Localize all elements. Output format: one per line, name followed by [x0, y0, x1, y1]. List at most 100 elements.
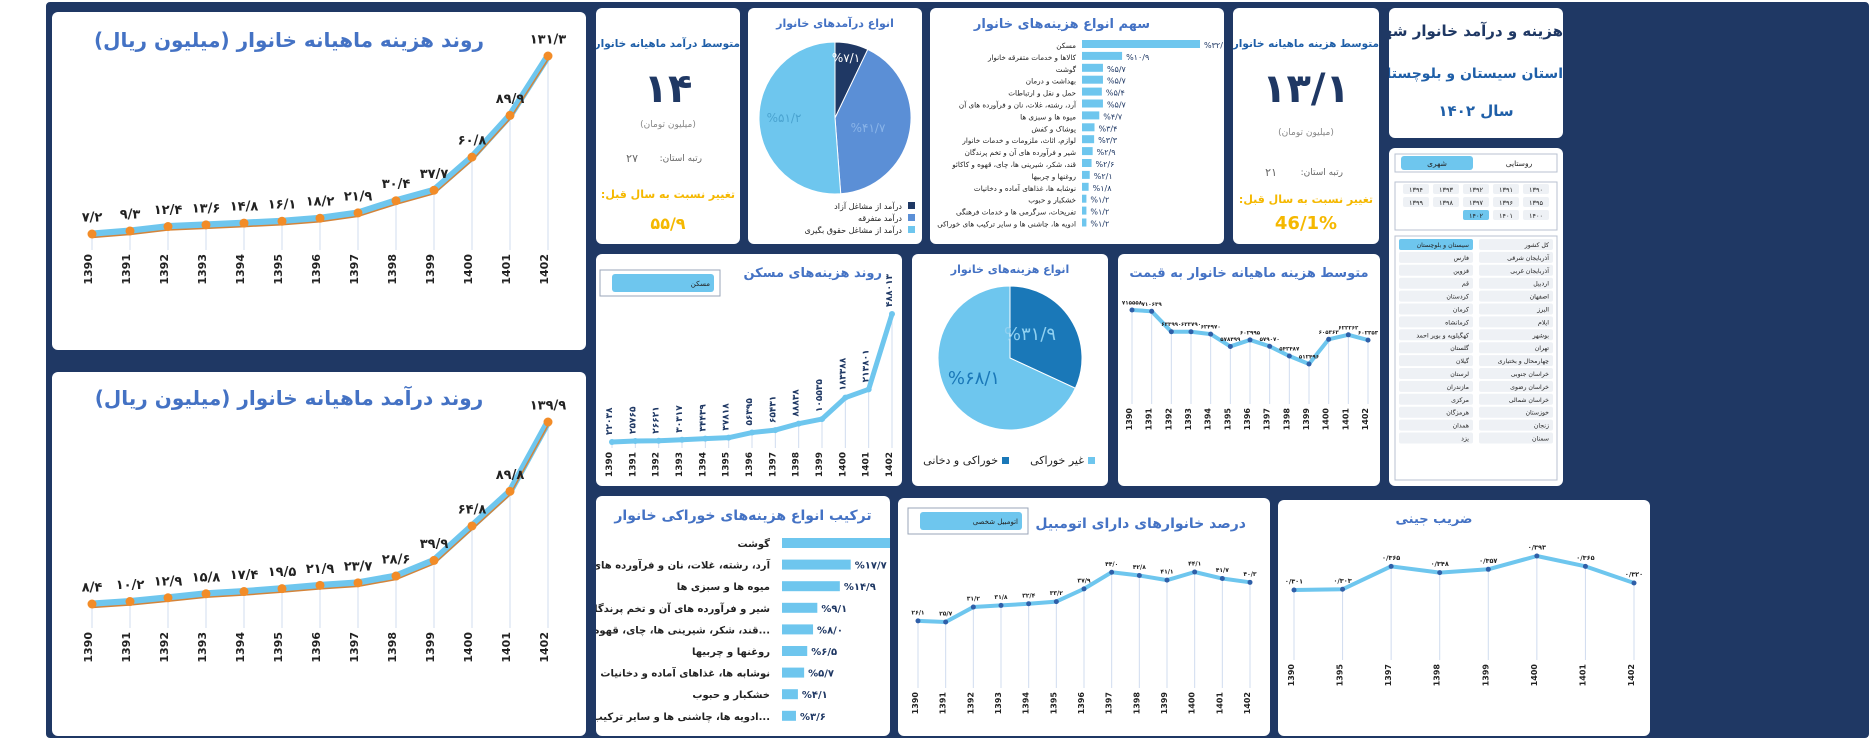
- province-label[interactable]: اصفهان: [1530, 294, 1550, 301]
- province-button[interactable]: [1399, 393, 1473, 405]
- year-button[interactable]: [1403, 184, 1429, 194]
- province-label[interactable]: اردبیل: [1533, 281, 1549, 288]
- area-tab[interactable]: [1401, 156, 1473, 170]
- year-label[interactable]: ۱۳۹۹: [1409, 199, 1423, 207]
- province-label[interactable]: کهگیلویه و بویر احمد: [1416, 331, 1469, 339]
- province-button[interactable]: [1479, 393, 1553, 405]
- province-button[interactable]: [1479, 303, 1553, 315]
- province-button[interactable]: [1479, 329, 1553, 341]
- province-label[interactable]: هرمزگان: [1446, 409, 1469, 417]
- province-label[interactable]: خراسان شمالی: [1509, 397, 1549, 404]
- province-button[interactable]: [1399, 290, 1473, 302]
- area-tab-label[interactable]: روستایی: [1506, 159, 1533, 168]
- province-label[interactable]: زنجان: [1534, 423, 1549, 430]
- year-label[interactable]: ۱۳۹۴: [1409, 186, 1423, 194]
- year-button[interactable]: [1493, 184, 1519, 194]
- province-label[interactable]: سمنان: [1532, 436, 1549, 443]
- year-button[interactable]: [1523, 210, 1549, 220]
- province-label[interactable]: بوشهر: [1532, 332, 1550, 339]
- province-button[interactable]: [1479, 277, 1553, 289]
- province-button[interactable]: [1399, 277, 1473, 289]
- year-button[interactable]: [1493, 197, 1519, 207]
- year-label[interactable]: ۱۴۰۰: [1529, 212, 1543, 220]
- province-button[interactable]: [1479, 380, 1553, 392]
- province-label[interactable]: کردستان: [1446, 294, 1469, 301]
- province-button[interactable]: [1399, 251, 1473, 263]
- province-button[interactable]: [1399, 368, 1473, 379]
- province-button[interactable]: [1479, 239, 1553, 250]
- province-button[interactable]: [1399, 406, 1473, 418]
- province-label[interactable]: کرمان: [1453, 307, 1469, 314]
- province-button[interactable]: [1479, 355, 1553, 367]
- province-label[interactable]: سیستان و بلوچستان: [1417, 242, 1469, 249]
- income-trend-chart: ۸/۴ 1390 ۱۰/۲ 1391 ۱۲/۹ 1392 ۱۵/۸ 1393 ۱۷/۴ 1394 ۱…: [82, 399, 567, 663]
- province-label[interactable]: البرز: [1536, 307, 1549, 314]
- province-label[interactable]: قزوین: [1453, 268, 1469, 275]
- year-label[interactable]: ۱۳۹۲: [1469, 186, 1483, 194]
- car-selector-pill[interactable]: [920, 512, 1022, 530]
- year-button[interactable]: [1463, 197, 1489, 207]
- province-label[interactable]: کرمانشاه: [1445, 319, 1469, 326]
- province-label[interactable]: خراسان رضوی: [1510, 384, 1549, 391]
- province-label[interactable]: ایلام: [1538, 319, 1549, 326]
- province-label[interactable]: آذربایجان غربی: [1510, 266, 1549, 275]
- area-tab-label[interactable]: شهری: [1427, 159, 1447, 168]
- year-button[interactable]: [1493, 210, 1519, 220]
- year-button[interactable]: [1433, 197, 1459, 207]
- year-button[interactable]: [1523, 197, 1549, 207]
- province-button[interactable]: [1399, 239, 1473, 250]
- year-button[interactable]: [1433, 184, 1459, 194]
- province-label[interactable]: تهران: [1535, 345, 1550, 352]
- province-button[interactable]: [1399, 316, 1473, 328]
- province-button[interactable]: [1399, 264, 1473, 276]
- year-label[interactable]: ۱۳۹۱: [1499, 186, 1513, 194]
- year-button[interactable]: [1523, 184, 1549, 194]
- year-button[interactable]: [1403, 197, 1429, 207]
- province-label[interactable]: فارس: [1454, 255, 1469, 262]
- province-button[interactable]: [1399, 380, 1473, 392]
- year-label[interactable]: ۱۳۹۰: [1529, 186, 1543, 194]
- province-label[interactable]: گیلان: [1456, 357, 1469, 365]
- housing-selector-label[interactable]: مسکن: [691, 280, 710, 288]
- province-label[interactable]: گلستان: [1450, 344, 1469, 352]
- housing-selector-pill[interactable]: [612, 274, 714, 292]
- car-selector-label[interactable]: اتومبیل شخصی: [973, 518, 1018, 526]
- year-label[interactable]: ۱۳۹۷: [1469, 199, 1483, 207]
- province-button[interactable]: [1479, 342, 1553, 354]
- year-label[interactable]: ۱۴۰۲: [1469, 212, 1483, 220]
- province-button[interactable]: [1479, 251, 1553, 263]
- province-label[interactable]: مازندران: [1447, 384, 1469, 391]
- year-label[interactable]: ۱۳۹۳: [1439, 186, 1453, 194]
- year-label[interactable]: ۱۳۹۶: [1499, 199, 1513, 207]
- province-button[interactable]: [1399, 355, 1473, 367]
- province-label[interactable]: قم: [1462, 281, 1469, 288]
- province-label[interactable]: خراسان جنوبی: [1511, 371, 1549, 378]
- province-label[interactable]: کل کشور: [1524, 242, 1549, 249]
- province-button[interactable]: [1399, 329, 1473, 341]
- province-button[interactable]: [1479, 264, 1553, 276]
- province-button[interactable]: [1479, 290, 1553, 302]
- province-button[interactable]: [1399, 342, 1473, 354]
- year-label[interactable]: ۱۳۹۸: [1439, 199, 1453, 207]
- year-label[interactable]: ۱۳۹۵: [1529, 199, 1543, 207]
- province-button[interactable]: [1399, 303, 1473, 315]
- province-button[interactable]: [1479, 316, 1553, 328]
- province-button[interactable]: [1479, 419, 1553, 431]
- province-label[interactable]: یزد: [1461, 436, 1469, 443]
- province-label[interactable]: چهارمحال و بختیاری: [1498, 358, 1550, 365]
- province-button[interactable]: [1479, 368, 1553, 379]
- province-button[interactable]: [1479, 432, 1553, 444]
- province-button[interactable]: [1479, 406, 1553, 418]
- year-label[interactable]: ۱۴۰۱: [1499, 212, 1513, 220]
- province-label[interactable]: خوزستان: [1526, 410, 1550, 417]
- area-tab[interactable]: [1483, 156, 1555, 170]
- province-button[interactable]: [1399, 419, 1473, 431]
- province-label[interactable]: همدان: [1453, 423, 1469, 430]
- province-label[interactable]: آذربایجان شرقی: [1507, 253, 1549, 262]
- province-button[interactable]: [1399, 432, 1473, 444]
- province-label[interactable]: مرکزی: [1451, 397, 1469, 404]
- province-label[interactable]: لرستان: [1450, 371, 1469, 378]
- year-button[interactable]: [1463, 210, 1489, 220]
- bar: [1082, 159, 1092, 167]
- year-button[interactable]: [1463, 184, 1489, 194]
